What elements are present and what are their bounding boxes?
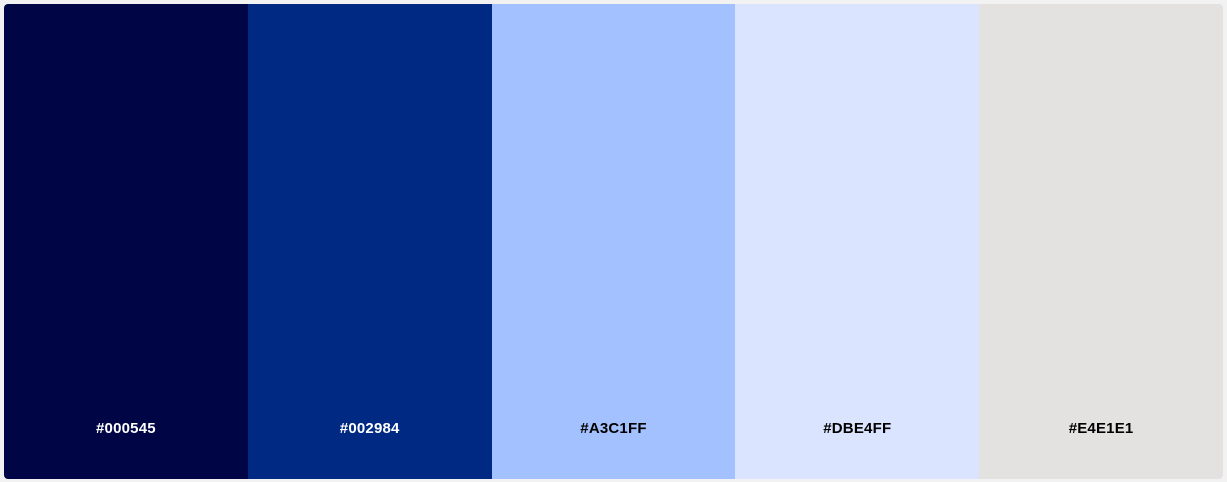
hex-code-label: #000545 <box>96 420 156 437</box>
hex-code-label: #002984 <box>339 420 400 437</box>
color-swatch-4[interactable]: #DBE4FF <box>735 4 980 479</box>
color-swatch-5[interactable]: #E4E1E1 <box>979 4 1223 479</box>
color-palette: #000545 #002984 #A3C1FF #DBE4FF #E4E1E1 <box>4 4 1223 479</box>
hex-code-label: #E4E1E1 <box>1068 420 1134 437</box>
color-swatch-3[interactable]: #A3C1FF <box>491 4 736 479</box>
color-swatch-2[interactable]: #002984 <box>247 4 492 479</box>
hex-code-label: #A3C1FF <box>580 420 647 437</box>
color-swatch-1[interactable]: #000545 <box>4 4 248 479</box>
hex-code-label: #DBE4FF <box>823 420 892 437</box>
